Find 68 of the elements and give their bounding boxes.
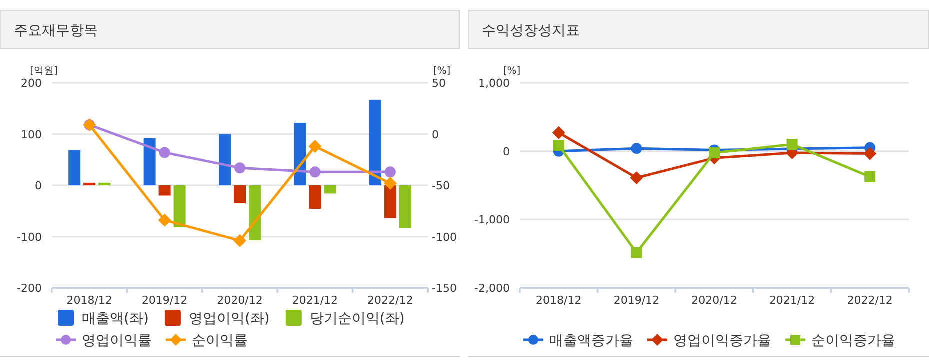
point: [234, 162, 246, 174]
y-axis-title: [억원]: [30, 66, 58, 77]
y-tick-label: -2,000: [474, 282, 510, 295]
x-tick-label: 2018/12: [66, 294, 112, 307]
y2-tick-label: -50: [432, 180, 450, 192]
point: [864, 171, 876, 182]
x-tick-label: 2018/12: [536, 294, 582, 307]
bar: [384, 186, 396, 218]
y-axis-title: [%]: [503, 66, 521, 77]
x-tick-label: 2022/12: [847, 294, 893, 307]
x-tick-label: 2020/12: [217, 294, 263, 307]
point: [630, 171, 644, 184]
bar: [249, 186, 261, 240]
legend-label: 매출액(좌): [82, 311, 149, 327]
y2-tick-label: -150: [432, 282, 457, 295]
bar: [309, 186, 322, 210]
x-tick-label: 2020/12: [692, 294, 738, 307]
y2-tick-label: -100: [432, 230, 457, 244]
bar: [369, 100, 382, 186]
point: [158, 214, 172, 227]
point: [552, 126, 566, 140]
bar: [324, 186, 336, 194]
point: [234, 234, 246, 248]
bar: [158, 186, 171, 196]
bar: [84, 182, 96, 186]
legend-label: 영업이익(좌): [188, 311, 270, 327]
bar: [174, 186, 186, 228]
x-tick-label: 2021/12: [769, 294, 816, 307]
legend-label: 순이익증가율: [812, 333, 896, 349]
legend-label: 영업이익률: [82, 333, 152, 349]
y-tick-label: 1,000: [478, 77, 510, 90]
y-tick-label: 0: [35, 180, 42, 192]
y2-tick-label: 0: [432, 128, 439, 142]
point: [310, 166, 321, 178]
legend-label: 영업이익증가율: [674, 333, 772, 349]
y-tick-label: -1,000: [474, 214, 510, 227]
y2-axis-title: [%]: [433, 66, 451, 77]
x-tick-label: 2021/12: [292, 294, 338, 307]
point: [631, 143, 642, 154]
chart-title: 주요재무항목: [14, 23, 98, 39]
point: [631, 247, 642, 258]
bar: [234, 186, 246, 204]
y-tick-label: -100: [17, 230, 42, 244]
point: [786, 139, 798, 150]
legend-label: 순이익률: [192, 333, 248, 349]
y-tick-label: 100: [21, 128, 42, 142]
chart-title: 수익성장성지표: [482, 23, 580, 39]
legend-label: 매출액증가율: [550, 333, 634, 349]
bar: [68, 150, 81, 186]
bar: [98, 182, 111, 186]
point: [308, 140, 322, 154]
point: [709, 148, 720, 159]
point: [384, 176, 397, 190]
x-tick-label: 2019/12: [614, 294, 660, 307]
bar: [219, 134, 231, 186]
x-tick-label: 2022/12: [368, 294, 414, 307]
point: [384, 166, 396, 178]
y-tick-label: 200: [21, 77, 42, 90]
x-tick-label: 2019/12: [142, 294, 188, 307]
bar: [144, 138, 156, 186]
bar: [399, 186, 412, 228]
y2-tick-label: 50: [432, 77, 446, 90]
point: [553, 140, 564, 152]
y-tick-label: -200: [17, 282, 42, 295]
legend-label: 당기순이익(좌): [310, 311, 405, 327]
point: [159, 147, 170, 158]
y-tick-label: 0: [503, 145, 510, 158]
point: [864, 147, 877, 160]
